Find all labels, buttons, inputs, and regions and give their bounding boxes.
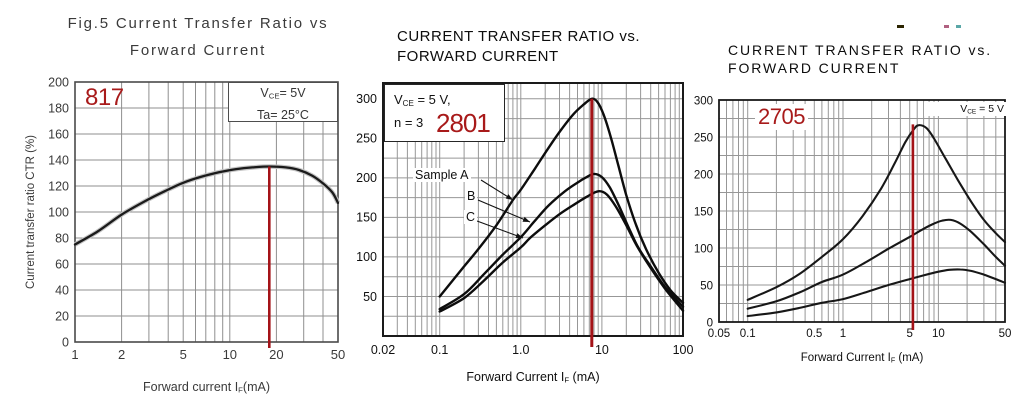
y-tick-label: 50 [363,290,377,304]
x-tick-label: 0.02 [371,343,395,357]
x-tick-label: 2 [118,347,125,362]
x-tick-label: 0.1 [740,328,756,340]
chart-2801-title-line1: CURRENT TRANSFER RATIO vs. [397,28,641,45]
plot-border [718,99,1006,323]
y-tick-label: 0 [707,317,713,329]
chart-817-ta-condition: Ta= 25°C [257,107,309,122]
chart-2705-x-axis-title: Forward Current IF (mA) [800,352,924,365]
y-tick-label: 250 [356,132,377,146]
y-tick-label: 180 [48,101,69,115]
x-tick-label: 1 [840,328,846,340]
scan-artifact-teal [956,25,961,28]
x-tick-label: 100 [673,343,694,357]
chart-817-y-axis-title: Current transfer ratio CTR (%) [25,134,37,290]
chart-2801-part-number: 2801 [436,108,491,138]
chart-2801-conditions-box: VCE = 5 V, n = 3 [384,84,505,142]
chart-817-conditions-box: VCE= 5V Ta= 25°C [228,82,338,122]
sample-arrow-head [505,194,513,200]
curve-ctr [73,165,340,246]
y-tick-label: 120 [48,179,69,193]
chart-817-part-number: 817 [85,84,124,111]
chart-2705-title-line2: FORWARD CURRENT [728,60,901,76]
y-tick-label: 250 [694,132,713,144]
y-tick-label: 100 [356,250,377,264]
y-tick-label: 150 [356,211,377,225]
x-tick-label: 1 [71,347,78,362]
chart-817-x-axis-title: Forward current IF(mA) [143,380,270,395]
x-tick-label: 10 [223,347,237,362]
x-tick-label: 5 [180,347,187,362]
x-tick-label: 10 [595,343,609,357]
chart-2801-vce-condition: VCE = 5 V, [394,92,451,108]
scan-artifact-dark [897,25,904,28]
chart-817-plot: 1 2 5 10 20 50 0 20 40 60 80 100 120 140 160 180 200 [48,75,345,362]
y-tick-label: 140 [48,153,69,167]
chart-2801-sample-b-label: B [465,189,478,203]
y-tick-label: 200 [356,171,377,185]
y-tick-label: 300 [356,92,377,106]
plot-border [382,82,684,337]
chart-2801-sample-a-label: Sample A [413,168,471,182]
chart-2801-sample-c-label: C [464,210,478,224]
y-tick-label: 300 [694,95,713,107]
sample-arrow-head [515,233,523,238]
chart-2801-title-line2: FORWARD CURRENT [397,48,559,65]
y-tick-label: 50 [700,280,713,292]
chart-2801-x-axis-title: Forward Current IF (mA) [466,370,600,385]
curve-lower [746,268,1007,318]
sample-arrow-head [522,216,530,222]
x-tick-label: 50 [999,328,1012,340]
y-tick-label: 100 [694,243,713,255]
y-tick-label: 20 [55,309,69,323]
y-tick-label: 200 [694,169,713,181]
y-tick-label: 0 [62,335,69,349]
chart-817-vce-condition: VCE= 5V [260,86,306,101]
y-tick-label: 80 [55,231,69,245]
y-tick-label: 40 [55,283,69,297]
x-tick-label: 0.5 [806,328,822,340]
chart-2705-plot: 0.05 0.1 0.5 1 5 10 50 0 50 100 150 200 250 300 [694,95,1012,340]
x-tick-label: 0.1 [431,343,448,357]
chart-2705-vce-condition: VCE = 5 V [924,102,1006,117]
chart-817-title-line1: Fig.5 Current Transfer Ratio vs [67,15,329,32]
curve-c [438,190,685,313]
y-tick-label: 60 [55,257,69,271]
y-tick-label: 150 [694,206,713,218]
scan-artifact-pink [944,25,949,28]
chart-2705-part-number: 2705 [755,104,808,130]
chart-2705-title-line1: CURRENT TRANSFER RATIO vs. [728,42,993,58]
sample-arrow-line [476,220,524,239]
x-tick-label: 20 [269,347,283,362]
x-tick-label: 1.0 [512,343,529,357]
chart-817-title-line2: Forward Current [129,42,267,59]
x-tick-label: 0.05 [708,328,730,340]
chart-2801-plot: 0.02 0.1 1.0 10 100 50 100 150 200 250 300 [356,82,694,357]
plot-border [74,81,339,343]
curve-middle [746,218,1007,310]
x-tick-label: 10 [932,328,945,340]
y-tick-label: 200 [48,75,69,89]
x-tick-label: 5 [906,328,912,340]
sample-arrow-line [477,199,531,223]
chart-2801-n-condition: n = 3 [394,114,424,130]
y-tick-label: 100 [48,205,69,219]
y-tick-label: 160 [48,127,69,141]
x-tick-label: 50 [331,347,345,362]
